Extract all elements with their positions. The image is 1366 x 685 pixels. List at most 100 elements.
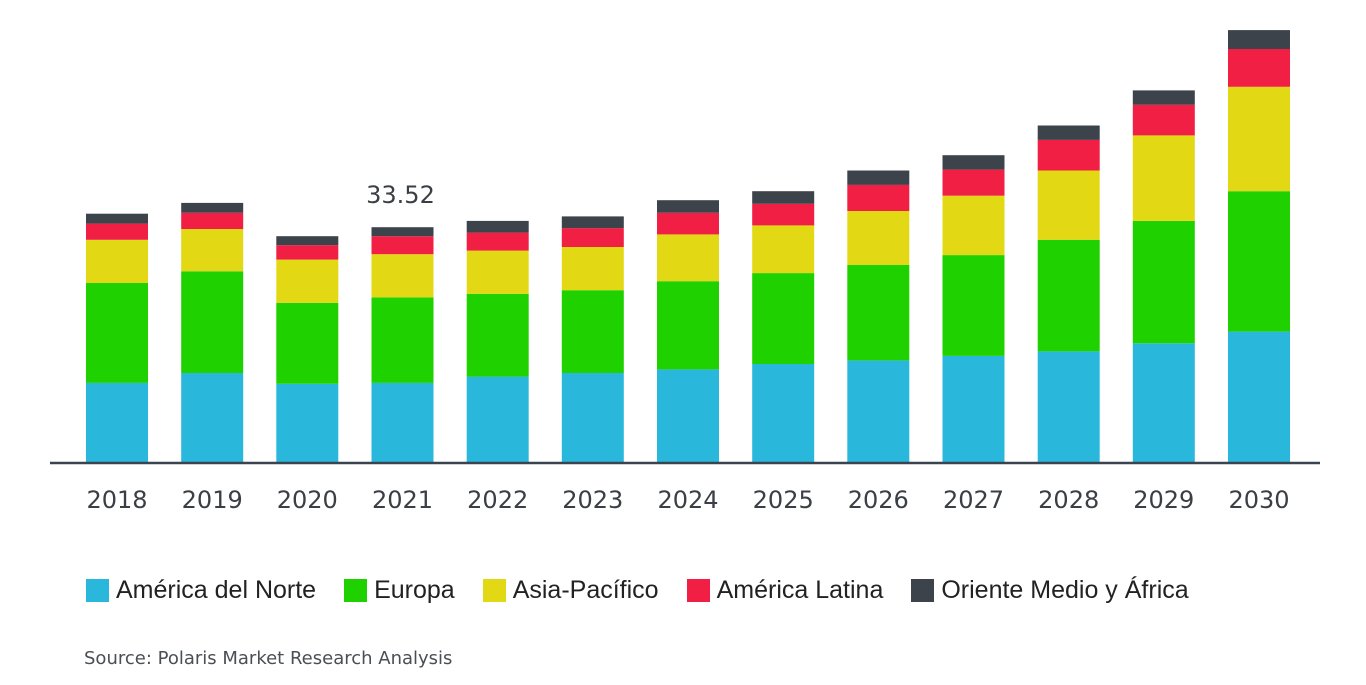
bar-segment-2027-s3	[942, 169, 1005, 196]
data-label-2021: 33.52	[366, 181, 435, 209]
legend-label: Asia-Pacífico	[512, 575, 659, 604]
bar-segment-2023-s1	[561, 290, 624, 373]
bar-segment-2018-s3	[86, 223, 148, 240]
bar-segment-2022-s3	[466, 232, 529, 251]
legend-swatch	[86, 578, 109, 602]
bar-segment-2018-s4	[86, 213, 148, 224]
x-axis-tick-labels: 2018 2019 2020 2021 2022 2023 2024 2025 2026 2027…	[86, 486, 1289, 514]
bar-segment-2018-s0	[86, 382, 148, 463]
x-tick-label-2028: 2028	[1038, 486, 1099, 514]
bar-segment-2028-s2	[1037, 170, 1100, 240]
legend-swatch	[686, 578, 710, 602]
legend-label: América Latina	[716, 575, 884, 604]
x-tick-label-2021: 2021	[372, 486, 433, 514]
bar-segment-2029-s4	[1132, 90, 1195, 105]
bar-segment-2028-s0	[1037, 351, 1100, 463]
bar-segment-2030-s1	[1228, 191, 1290, 332]
bar-segment-2026-s4	[847, 170, 910, 185]
bar-segment-2018-s1	[86, 283, 148, 383]
legend-item-3: América Latina	[686, 575, 884, 605]
bar-segment-2030-s2	[1228, 86, 1290, 192]
legend-item-1: Europa	[344, 576, 455, 605]
bar-segment-2020-s3	[276, 245, 339, 260]
bars-layer	[86, 30, 1290, 463]
bar-segment-2024-s4	[657, 200, 719, 213]
bar-segment-2022-s4	[466, 220, 529, 233]
x-tick-label-2025: 2025	[753, 486, 814, 514]
bar-segment-2019-s0	[181, 373, 244, 463]
x-tick-label-2030: 2030	[1228, 486, 1289, 514]
bar-segment-2024-s2	[657, 234, 719, 282]
legend-item-2: Asia-Pacífico	[482, 575, 659, 605]
legend-swatch	[344, 578, 368, 602]
bar-segment-2023-s4	[561, 216, 624, 229]
bar-segment-2030-s3	[1228, 49, 1290, 87]
bar-segment-2022-s0	[466, 376, 529, 463]
legend-label: Oriente Medio y África	[941, 575, 1189, 604]
bar-segment-2019-s1	[181, 271, 244, 373]
bar-segment-2019-s3	[181, 212, 244, 229]
data-labels: 33.52	[366, 181, 435, 209]
bar-segment-2020-s2	[276, 259, 339, 303]
legend-item-4: Oriente Medio y África	[911, 575, 1189, 605]
legend-label: América del Norte	[116, 575, 317, 604]
bar-segment-2024-s0	[657, 369, 719, 463]
bar-segment-2024-s1	[657, 281, 719, 370]
legend-label: Europa	[374, 575, 455, 604]
bar-segment-2030-s0	[1228, 331, 1290, 463]
bar-segment-2021-s1	[371, 297, 434, 383]
bar-segment-2025-s0	[752, 364, 815, 463]
bar-segment-2022-s2	[466, 250, 529, 294]
bar-segment-2029-s3	[1132, 104, 1195, 136]
bar-segment-2029-s1	[1132, 220, 1195, 344]
bar-segment-2020-s1	[276, 302, 339, 384]
bar-segment-2021-s3	[371, 236, 434, 255]
bar-segment-2024-s3	[657, 212, 719, 235]
x-tick-label-2026: 2026	[848, 486, 909, 514]
bar-segment-2021-s2	[371, 254, 434, 298]
bar-segment-2027-s1	[942, 255, 1005, 356]
bar-segment-2029-s2	[1132, 135, 1195, 221]
bar-segment-2025-s1	[752, 273, 815, 364]
bar-segment-2026-s1	[847, 265, 910, 361]
bar-segment-2026-s3	[847, 184, 910, 211]
bar-segment-2025-s2	[752, 225, 815, 274]
x-tick-label-2023: 2023	[562, 486, 623, 514]
bar-segment-2023-s3	[561, 228, 624, 247]
bar-segment-2018-s2	[86, 239, 148, 283]
bar-segment-2027-s4	[942, 155, 1005, 170]
source-note: Source: Polaris Market Research Analysis	[84, 648, 453, 669]
legend: América del Norte Europa Asia-Pacífico Amér…	[86, 572, 1217, 608]
bar-segment-2026-s0	[847, 360, 910, 463]
bar-segment-2026-s2	[847, 211, 910, 265]
bar-segment-2029-s0	[1132, 343, 1195, 463]
x-tick-label-2029: 2029	[1133, 486, 1194, 514]
bar-segment-2019-s4	[181, 202, 244, 213]
x-tick-label-2019: 2019	[182, 486, 243, 514]
legend-swatch	[911, 578, 935, 602]
bar-segment-2020-s4	[276, 236, 339, 246]
bar-segment-2023-s2	[561, 247, 624, 291]
bar-segment-2030-s4	[1228, 30, 1290, 49]
x-tick-label-2020: 2020	[277, 486, 338, 514]
bar-segment-2021-s0	[371, 382, 434, 463]
bar-segment-2020-s0	[276, 383, 339, 463]
legend-item-0: América del Norte	[86, 576, 316, 605]
legend-swatch	[482, 578, 506, 602]
x-tick-label-2024: 2024	[657, 486, 718, 514]
bar-segment-2028-s1	[1037, 239, 1100, 352]
bar-segment-2021-s4	[371, 227, 434, 237]
x-tick-label-2022: 2022	[467, 486, 528, 514]
bar-segment-2025-s4	[752, 191, 815, 204]
x-tick-label-2027: 2027	[943, 486, 1004, 514]
bar-segment-2027-s2	[942, 195, 1005, 256]
bar-segment-2025-s3	[752, 203, 815, 226]
bar-segment-2028-s3	[1037, 139, 1100, 171]
bar-segment-2022-s1	[466, 293, 529, 377]
bar-segment-2027-s0	[942, 355, 1005, 463]
bar-segment-2019-s2	[181, 229, 244, 272]
x-tick-label-2018: 2018	[86, 486, 147, 514]
bar-segment-2028-s4	[1037, 125, 1100, 140]
bar-segment-2023-s0	[561, 373, 624, 463]
